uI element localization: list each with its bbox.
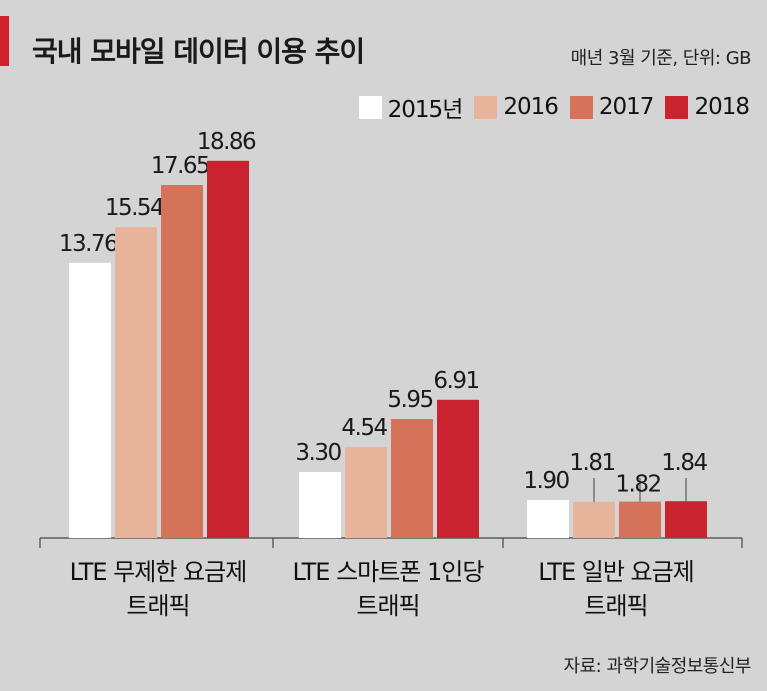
value-label-lte-per-user-2016: 4.54 xyxy=(341,415,387,441)
value-label-lte-per-user-2018: 6.91 xyxy=(433,368,478,394)
legend-item-2017: 2017 xyxy=(569,94,655,120)
value-label-lte-unlimited-2017: 17.65 xyxy=(151,153,209,179)
legend-label-2015: 2015년 xyxy=(387,97,464,123)
chart-title: 국내 모바일 데이터 이용 추이 xyxy=(32,35,365,68)
category-label-lte-regular-line1: LTE 일반 요금제 xyxy=(538,558,694,586)
bar-lte-per-user-2017 xyxy=(391,419,433,538)
legend-item-2016: 2016 xyxy=(474,94,559,120)
legend-label-2016: 2016 xyxy=(503,94,559,120)
value-label-lte-regular-2018: 1.84 xyxy=(661,450,707,476)
legend: 2015년 2016 2017 2018 xyxy=(358,90,750,124)
source-note: 자료: 과학기술정보통신부 xyxy=(563,656,752,677)
value-label-lte-regular-2016: 1.81 xyxy=(569,450,614,476)
value-label-lte-unlimited-2018: 18.86 xyxy=(197,129,256,155)
legend-swatch-2018 xyxy=(665,95,689,119)
value-label-lte-unlimited-2016: 15.54 xyxy=(105,195,164,221)
legend-label-2018: 2018 xyxy=(694,94,750,120)
bar-lte-regular-2016 xyxy=(573,501,615,538)
value-label-lte-regular-2015: 1.90 xyxy=(523,468,569,494)
legend-swatch-2016 xyxy=(474,95,498,119)
bar-lte-regular-2018 xyxy=(665,501,707,538)
bar-lte-unlimited-2017 xyxy=(161,185,203,538)
value-label-lte-regular-2017: 1.82 xyxy=(615,472,660,498)
category-label-lte-per-user-line2: 트래픽 xyxy=(356,592,419,620)
legend-swatch-2017 xyxy=(569,95,593,119)
legend-item-2018: 2018 xyxy=(665,94,750,120)
category-label-lte-unlimited-line2: 트래픽 xyxy=(126,592,189,620)
value-label-lte-per-user-2017: 5.95 xyxy=(387,387,432,413)
unit-note: 매년 3월 기준, 단위: GB xyxy=(570,48,752,69)
value-label-lte-per-user-2015: 3.30 xyxy=(295,440,341,466)
bar-lte-per-user-2018 xyxy=(437,399,479,538)
bar-lte-regular-2017 xyxy=(619,501,661,538)
bar-lte-regular-2015 xyxy=(527,500,569,538)
bar-lte-per-user-2015 xyxy=(299,472,341,538)
bar-lte-unlimited-2018 xyxy=(207,160,249,539)
category-label-lte-per-user-line1: LTE 스마트폰 1인당 xyxy=(293,558,485,586)
legend-label-2017: 2017 xyxy=(598,94,655,120)
legend-item-2015: 2015년 xyxy=(358,90,464,124)
title-accent-bar xyxy=(0,16,9,66)
bar-lte-unlimited-2015 xyxy=(69,262,111,538)
category-label-lte-regular-line2: 트래픽 xyxy=(584,592,647,620)
legend-swatch-2015 xyxy=(358,95,382,119)
bar-lte-unlimited-2016 xyxy=(115,227,157,538)
bar-lte-per-user-2016 xyxy=(345,447,387,538)
value-label-lte-unlimited-2015: 13.76 xyxy=(59,231,118,257)
category-label-lte-unlimited-line1: LTE 무제한 요금제 xyxy=(70,558,247,586)
